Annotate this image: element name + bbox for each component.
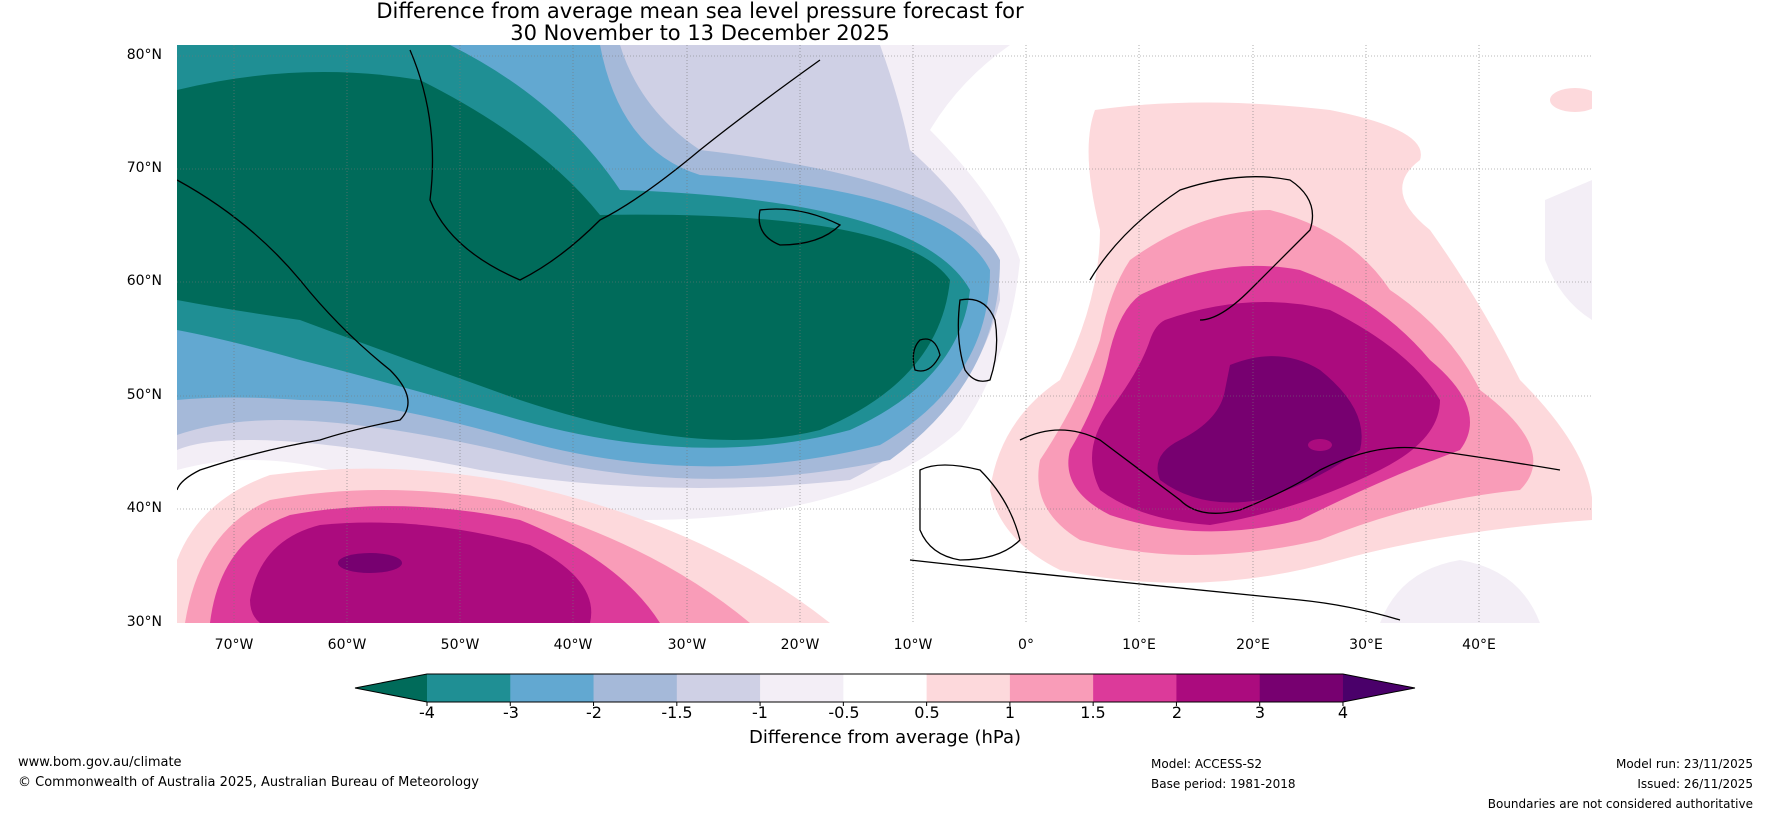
- colorbar-segment: [593, 674, 678, 702]
- atlantic-low-anomaly: [177, 45, 1020, 520]
- issued-date: Issued: 26/11/2025: [1637, 777, 1753, 791]
- boundary-disclaimer: Boundaries are not considered authoritat…: [1487, 797, 1753, 811]
- colorbar-tick: 0.5: [914, 703, 940, 722]
- lon-label-50w: 50°W: [440, 637, 480, 653]
- model-run-date: Model run: 23/11/2025: [1615, 757, 1753, 771]
- colorbar-tick: -2: [586, 703, 602, 722]
- colorbar-segment: [510, 674, 595, 702]
- lon-label-40e: 40°E: [1462, 637, 1496, 653]
- contour-pos-3: [338, 553, 402, 573]
- colorbar-segment: [1009, 674, 1094, 702]
- gridlines: [177, 45, 1592, 623]
- lon-label-20w: 20°W: [780, 637, 820, 653]
- lat-label-50n: 50°N: [126, 387, 162, 403]
- iberia-europe-coast: [919, 429, 1561, 561]
- colorbar-segment: [427, 674, 511, 702]
- colorbar-segment: [926, 674, 1011, 702]
- colorbar-tick: 4: [1337, 703, 1349, 722]
- lon-label-40w: 40°W: [553, 637, 593, 653]
- chart-title-line2: 30 November to 13 December 2025: [510, 21, 890, 45]
- north-africa-coast: [909, 559, 1401, 621]
- colorbar-tick: 1.5: [1080, 703, 1106, 722]
- lon-label-30w: 30°W: [667, 637, 707, 653]
- colorbar-tick: 2: [1171, 703, 1183, 722]
- model-name: Model: ACCESS-S2: [1151, 757, 1263, 771]
- lat-label-80n: 80°N: [126, 47, 162, 63]
- base-period: Base period: 1981-2018: [1151, 777, 1296, 791]
- canada-coast: [177, 179, 409, 491]
- lon-label-20e: 20°E: [1236, 637, 1270, 653]
- colorbar-tick: 3: [1254, 703, 1266, 722]
- colorbar-segment: [843, 674, 928, 702]
- copyright-notice: © Commonwealth of Australia 2025, Austra…: [18, 775, 479, 790]
- lon-label-10e: 10°E: [1122, 637, 1156, 653]
- colorbar-tick: -0.5: [828, 703, 860, 722]
- europe-high-anomaly: [990, 102, 1592, 583]
- colorbar-tick: -3: [503, 703, 519, 722]
- british-isles-coast: [912, 298, 998, 382]
- contour-pos-3-eu-spot: [1308, 439, 1332, 451]
- colorbar-segment: [1259, 674, 1344, 702]
- scandinavia-coast: [1089, 176, 1314, 321]
- colorbar-extend-max: [1342, 674, 1415, 702]
- subtropical-high-anomaly: [177, 468, 830, 623]
- colorbar-label: Difference from average (hPa): [748, 727, 1022, 748]
- colorbar-segment: [1093, 674, 1177, 702]
- colorbar-segment: [760, 674, 844, 702]
- lat-label-30n: 30°N: [126, 614, 162, 630]
- contour-neg-0.5-east: [1545, 180, 1592, 320]
- website-link[interactable]: www.bom.gov.au/climate: [18, 755, 182, 770]
- contour-pos-0.5-arctic: [1550, 88, 1592, 112]
- coastlines: [177, 49, 1561, 621]
- lat-label-70n: 70°N: [126, 160, 162, 176]
- lat-label-40n: 40°N: [126, 500, 162, 516]
- colorbar-segment: [1176, 674, 1261, 702]
- colorbar-segment: [676, 674, 761, 702]
- lon-label-30e: 30°E: [1349, 637, 1383, 653]
- colorbar-extend-min: [355, 674, 427, 702]
- lon-label-60w: 60°W: [327, 637, 367, 653]
- colorbar-tick: -1.5: [661, 703, 693, 722]
- lon-label-0: 0°: [1018, 637, 1034, 653]
- iceland-coast: [758, 208, 842, 246]
- colorbar-tick: 1: [1004, 703, 1016, 722]
- contour-neg-0.5-se: [1380, 560, 1540, 623]
- contour-pos-2: [250, 522, 592, 623]
- lon-label-70w: 70°W: [214, 637, 254, 653]
- colorbar-tick: -1: [752, 703, 768, 722]
- colorbar-tick: -4: [419, 703, 435, 722]
- contour-neg-4: [177, 72, 950, 440]
- chart-title-line1: Difference from average mean sea level p…: [376, 0, 1024, 23]
- lon-label-10w: 10°W: [893, 637, 933, 653]
- greenland-coast: [409, 49, 821, 281]
- lat-label-60n: 60°N: [126, 273, 162, 289]
- contour-pos-3-eu: [1157, 356, 1362, 503]
